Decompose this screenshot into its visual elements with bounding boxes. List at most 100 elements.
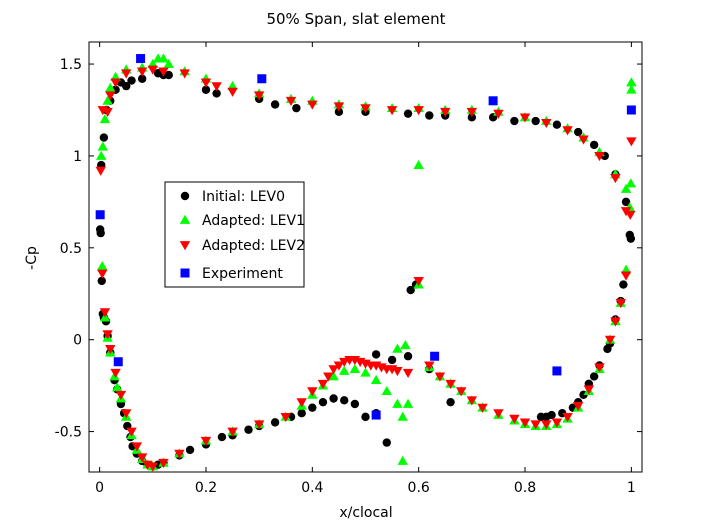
data-point-adapted-lev2 xyxy=(509,414,520,424)
data-point-adapted-lev2 xyxy=(227,87,238,97)
legend-marker-initial-lev0 xyxy=(180,191,190,201)
data-point-adapted-lev1 xyxy=(400,340,411,350)
data-point-experiment xyxy=(626,105,636,115)
data-point-adapted-lev1 xyxy=(360,367,371,377)
x-tick-label: 1 xyxy=(627,480,636,496)
data-point-initial-lev0 xyxy=(425,111,434,120)
data-point-experiment xyxy=(552,366,562,376)
data-point-experiment xyxy=(113,357,123,367)
data-point-adapted-lev2 xyxy=(440,107,451,118)
data-point-adapted-lev2 xyxy=(445,379,456,389)
data-point-adapted-lev2 xyxy=(296,398,307,408)
data-point-initial-lev0 xyxy=(589,140,599,150)
data-point-experiment xyxy=(136,54,146,64)
data-point-adapted-lev2 xyxy=(307,387,318,397)
legend-label-adapted-lev2: Adapted: LEV2 xyxy=(202,238,305,254)
data-point-adapted-lev2 xyxy=(625,210,636,220)
data-point-adapted-lev2 xyxy=(477,403,488,413)
data-point-adapted-lev2 xyxy=(541,420,552,430)
data-point-adapted-lev1 xyxy=(97,141,109,151)
data-point-adapted-lev1 xyxy=(392,343,403,353)
data-point-adapted-lev1 xyxy=(339,365,350,375)
legend-marker-adapted-lev2 xyxy=(179,241,191,251)
data-point-adapted-lev2 xyxy=(102,107,113,118)
data-point-initial-lev0 xyxy=(122,81,131,91)
data-point-adapted-lev2 xyxy=(594,363,605,373)
data-point-adapted-lev2 xyxy=(102,330,113,340)
data-point-adapted-lev1 xyxy=(626,77,637,87)
data-point-adapted-lev2 xyxy=(136,453,148,463)
data-point-initial-lev0 xyxy=(201,85,211,94)
x-tick-label: 0.6 xyxy=(408,480,430,496)
data-point-adapted-lev1 xyxy=(392,398,403,408)
chart-title: 50% Span, slat element xyxy=(266,10,445,28)
legend-marker-experiment xyxy=(180,268,190,278)
data-point-adapted-lev2 xyxy=(530,420,541,430)
x-tick-label: 0.2 xyxy=(195,480,217,496)
data-point-adapted-lev2 xyxy=(626,137,637,147)
data-point-adapted-lev2 xyxy=(594,152,605,162)
data-point-adapted-lev1 xyxy=(105,82,116,92)
data-point-initial-lev0 xyxy=(510,116,519,126)
x-axis: 0 0.2 0.4 0.6 0.8 1 xyxy=(95,42,636,496)
data-point-adapted-lev2 xyxy=(147,65,159,75)
data-point-adapted-lev2 xyxy=(121,69,132,79)
data-point-initial-lev0 xyxy=(244,425,253,434)
data-point-experiment xyxy=(430,351,440,361)
data-point-initial-lev0 xyxy=(382,438,391,447)
data-point-adapted-lev2 xyxy=(285,96,297,107)
series-experiment xyxy=(95,54,636,420)
data-point-adapted-lev2 xyxy=(551,418,563,428)
data-point-adapted-lev2 xyxy=(562,412,573,423)
data-point-initial-lev0 xyxy=(270,100,280,109)
data-point-adapted-lev2 xyxy=(253,91,265,101)
data-point-initial-lev0 xyxy=(603,344,612,354)
data-point-adapted-lev2 xyxy=(493,109,504,119)
data-point-initial-lev0 xyxy=(371,350,381,359)
data-point-initial-lev0 xyxy=(589,372,599,381)
data-point-initial-lev0 xyxy=(96,228,105,238)
data-point-adapted-lev1 xyxy=(413,159,424,170)
data-point-adapted-lev2 xyxy=(493,409,504,419)
data-point-adapted-lev2 xyxy=(317,379,329,389)
series-adapted-lev2 xyxy=(95,65,637,472)
data-point-adapted-lev2 xyxy=(126,427,137,437)
data-point-adapted-lev1 xyxy=(625,178,637,188)
data-point-initial-lev0 xyxy=(185,445,195,455)
data-point-initial-lev0 xyxy=(164,70,173,80)
legend-marker-initial-lev0 xyxy=(180,191,190,201)
data-point-initial-lev0 xyxy=(387,355,397,365)
data-point-adapted-lev1 xyxy=(111,382,123,392)
data-point-initial-lev0 xyxy=(340,396,349,405)
data-point-initial-lev0 xyxy=(334,107,344,117)
data-point-initial-lev0 xyxy=(552,120,562,129)
data-point-experiment xyxy=(95,210,105,220)
data-point-adapted-lev2 xyxy=(158,67,169,77)
data-point-initial-lev0 xyxy=(292,103,301,113)
data-point-adapted-lev2 xyxy=(105,344,116,355)
data-point-initial-lev0 xyxy=(350,399,360,409)
y-tick-label: -0.5 xyxy=(55,425,82,441)
data-point-adapted-lev2 xyxy=(158,458,169,469)
data-point-initial-lev0 xyxy=(361,412,370,422)
data-point-adapted-lev2 xyxy=(147,462,159,472)
data-point-initial-lev0 xyxy=(99,133,109,142)
data-point-adapted-lev2 xyxy=(434,372,446,382)
data-point-adapted-lev1 xyxy=(96,150,107,160)
data-point-adapted-lev2 xyxy=(131,442,143,452)
data-point-adapted-lev1 xyxy=(102,95,113,105)
data-point-adapted-lev2 xyxy=(333,102,345,112)
y-tick-label: 0 xyxy=(73,333,82,349)
x-axis-label: x/clocal xyxy=(339,505,392,521)
data-point-adapted-lev1 xyxy=(626,84,637,94)
legend-label-initial-lev0: Initial: LEV0 xyxy=(202,189,285,205)
data-point-adapted-lev2 xyxy=(174,449,185,459)
legend-label-adapted-lev1: Adapted: LEV1 xyxy=(202,213,305,229)
data-point-initial-lev0 xyxy=(626,234,636,243)
data-point-initial-lev0 xyxy=(297,408,306,418)
data-point-initial-lev0 xyxy=(619,280,628,289)
data-point-adapted-lev2 xyxy=(572,401,584,412)
data-point-adapted-lev2 xyxy=(402,368,414,378)
data-point-adapted-lev2 xyxy=(604,335,616,345)
